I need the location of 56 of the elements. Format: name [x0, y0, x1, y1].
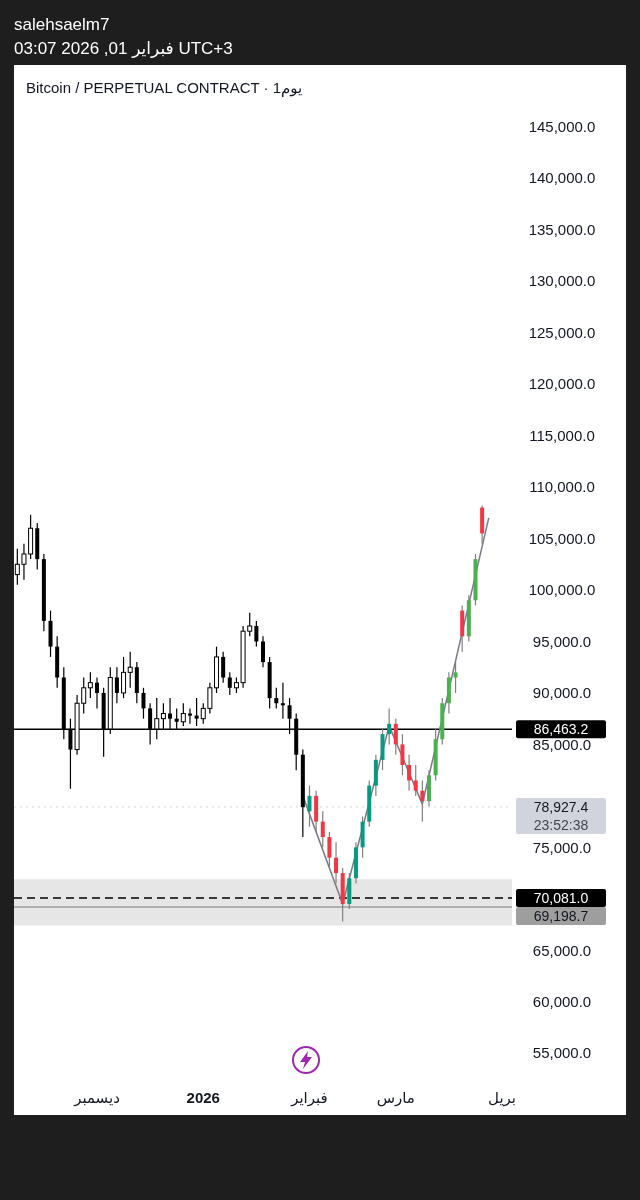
ref-line-label: 78,927.4 — [533, 798, 589, 815]
candlestick — [274, 687, 279, 709]
x-tick-label: فبراير — [290, 1089, 328, 1107]
y-tick-label: 95,000.0 — [532, 632, 592, 650]
ref-line-label: 70,081.0 — [533, 889, 589, 906]
candlestick — [114, 666, 119, 704]
candlestick — [334, 841, 339, 884]
candlestick — [307, 784, 312, 828]
y-tick-label: 110,000.0 — [529, 478, 595, 496]
y-tick-label: 130,000.0 — [528, 272, 596, 290]
x-tick-label: ديسمبر — [73, 1089, 120, 1107]
candlestick — [227, 671, 232, 696]
candlestick — [187, 707, 192, 725]
candlestick — [221, 651, 226, 684]
x-tick-label: مارس — [376, 1089, 415, 1107]
y-tick-label: 85,000.0 — [532, 735, 592, 753]
candlestick — [95, 676, 99, 709]
x-tick-label: بريل — [488, 1089, 517, 1107]
ref-line-label: 69,198.7 — [533, 907, 589, 924]
text: salehsaelm7 — [14, 15, 110, 34]
y-tick-label: 90,000.0 — [532, 684, 592, 702]
candlestick — [420, 779, 425, 823]
candlestick — [87, 671, 93, 699]
y-tick-label: 120,000.0 — [528, 375, 596, 393]
candlestick — [327, 831, 332, 869]
y-tick-label: 115,000.0 — [529, 426, 595, 444]
candlestick — [194, 697, 199, 727]
y-tick-label: 55,000.0 — [532, 1044, 592, 1062]
y-tick-label: 140,000.0 — [528, 169, 596, 187]
candlestick — [280, 682, 285, 720]
ref-line-label: 86,463.2 — [533, 721, 589, 738]
candlestick — [320, 810, 325, 848]
y-tick-label: 75,000.0 — [532, 838, 592, 856]
candlestick — [261, 635, 265, 668]
candlestick — [407, 754, 412, 792]
candlestick — [453, 661, 458, 694]
y-tick-label: 125,000.0 — [528, 323, 596, 341]
candlestick — [127, 651, 133, 689]
text: Bitcoin / PERPETUAL CONTRACT · 1يوم — [26, 79, 303, 97]
y-tick-label: 60,000.0 — [532, 993, 592, 1011]
candlestick — [254, 620, 259, 648]
text: 23:52:38 — [533, 816, 589, 833]
candlestick — [387, 707, 392, 746]
candlestick — [413, 764, 418, 797]
y-tick-label: 105,000.0 — [528, 529, 596, 547]
candlestick — [393, 718, 398, 756]
candlestick — [400, 733, 405, 776]
y-tick-label: 145,000.0 — [528, 118, 596, 136]
y-tick-label: 65,000.0 — [532, 941, 592, 959]
candlestick — [141, 687, 146, 720]
candlestick — [121, 656, 127, 699]
candlestick — [180, 702, 186, 727]
y-tick-label: 100,000.0 — [528, 581, 596, 599]
text: 03:07 2026 ,01 فبراير UTC+3 — [14, 39, 233, 58]
x-tick-label: 2026 — [186, 1089, 220, 1106]
y-tick-label: 135,000.0 — [528, 220, 596, 238]
